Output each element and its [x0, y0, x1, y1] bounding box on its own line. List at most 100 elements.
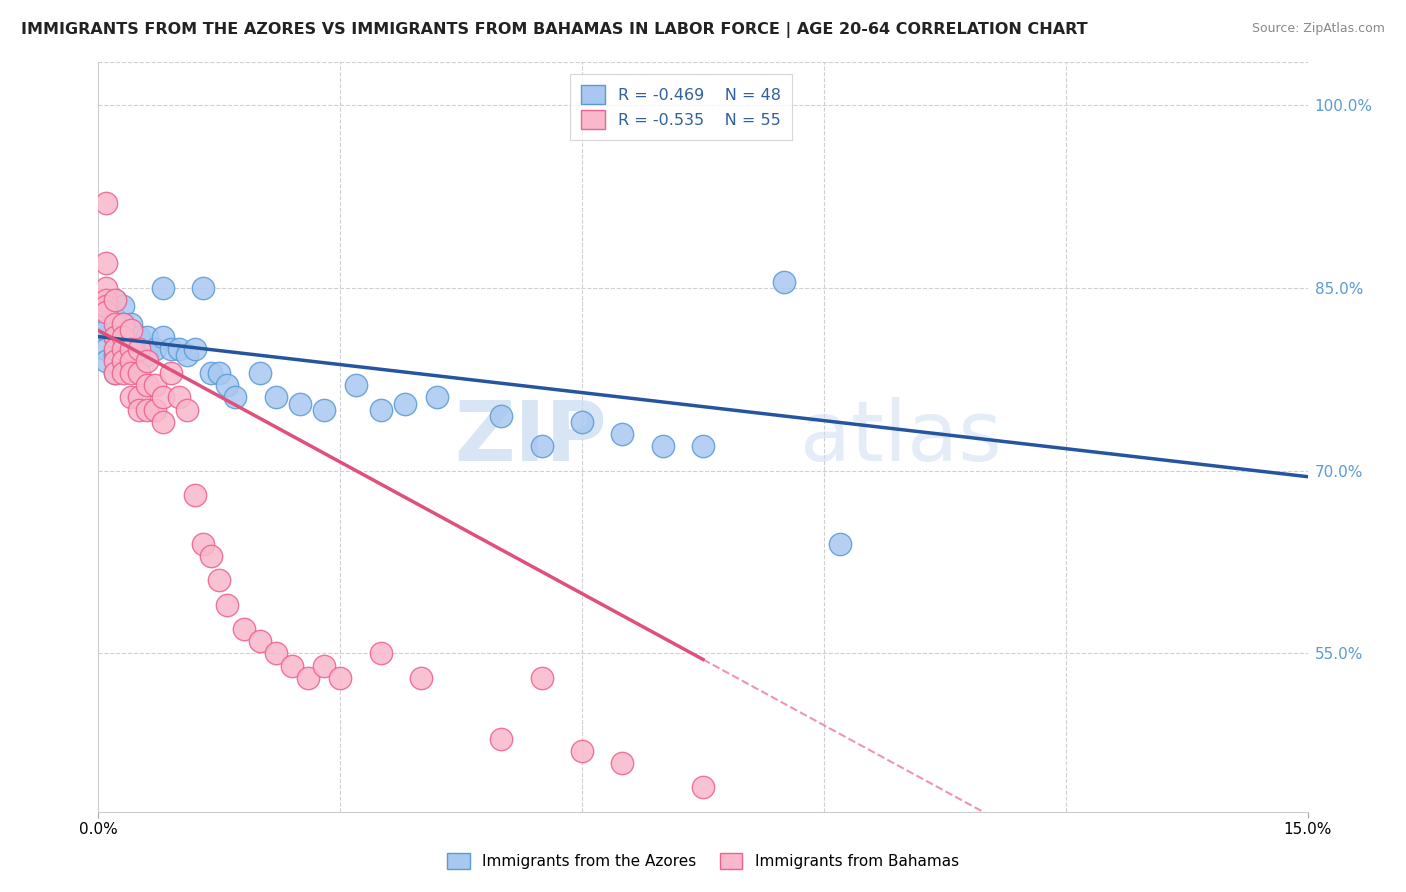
Point	[571, 415, 593, 429]
Point	[692, 780, 714, 795]
Point	[143, 342, 166, 356]
Point	[828, 537, 851, 551]
Point	[612, 756, 634, 770]
Point	[288, 396, 311, 410]
Point	[111, 335, 134, 350]
Point	[208, 573, 231, 587]
Point	[128, 402, 150, 417]
Point	[314, 658, 336, 673]
Point	[96, 256, 118, 270]
Point	[103, 342, 125, 356]
Point	[264, 646, 287, 660]
Point	[103, 354, 125, 368]
Point	[120, 366, 142, 380]
Point	[651, 439, 673, 453]
Point	[103, 329, 125, 343]
Point	[344, 378, 367, 392]
Point	[135, 348, 157, 362]
Point	[111, 366, 134, 380]
Point	[120, 391, 142, 405]
Point	[409, 671, 432, 685]
Point	[167, 342, 190, 356]
Point	[120, 359, 142, 374]
Point	[314, 402, 336, 417]
Point	[249, 634, 271, 648]
Point	[571, 744, 593, 758]
Point	[128, 366, 150, 380]
Point	[217, 598, 239, 612]
Point	[96, 323, 118, 337]
Point	[103, 366, 125, 380]
Point	[103, 293, 125, 307]
Point	[152, 391, 174, 405]
Point	[491, 731, 513, 746]
Point	[264, 391, 287, 405]
Point	[96, 281, 118, 295]
Point	[111, 318, 134, 332]
Point	[167, 391, 190, 405]
Point	[103, 366, 125, 380]
Point	[96, 305, 118, 319]
Point	[96, 342, 118, 356]
Text: ZIP: ZIP	[454, 397, 606, 477]
Point	[176, 402, 198, 417]
Point	[184, 488, 207, 502]
Point	[120, 342, 142, 356]
Point	[426, 391, 449, 405]
Text: IMMIGRANTS FROM THE AZORES VS IMMIGRANTS FROM BAHAMAS IN LABOR FORCE | AGE 20-64: IMMIGRANTS FROM THE AZORES VS IMMIGRANTS…	[21, 22, 1088, 38]
Point	[103, 348, 125, 362]
Point	[135, 378, 157, 392]
Point	[394, 396, 416, 410]
Point	[111, 329, 134, 343]
Point	[128, 342, 150, 356]
Legend: Immigrants from the Azores, Immigrants from Bahamas: Immigrants from the Azores, Immigrants f…	[441, 847, 965, 875]
Point	[135, 354, 157, 368]
Point	[143, 402, 166, 417]
Point	[135, 329, 157, 343]
Point	[491, 409, 513, 423]
Point	[111, 318, 134, 332]
Point	[103, 311, 125, 326]
Point	[530, 439, 553, 453]
Point	[111, 354, 134, 368]
Point	[281, 658, 304, 673]
Point	[612, 427, 634, 442]
Point	[96, 293, 118, 307]
Point	[329, 671, 352, 685]
Point	[135, 402, 157, 417]
Point	[103, 329, 125, 343]
Legend: R = -0.469    N = 48, R = -0.535    N = 55: R = -0.469 N = 48, R = -0.535 N = 55	[569, 74, 792, 140]
Point	[152, 329, 174, 343]
Point	[152, 415, 174, 429]
Point	[200, 549, 222, 563]
Point	[217, 378, 239, 392]
Point	[152, 281, 174, 295]
Point	[111, 354, 134, 368]
Point	[103, 293, 125, 307]
Point	[200, 366, 222, 380]
Point	[249, 366, 271, 380]
Point	[160, 342, 183, 356]
Point	[193, 281, 215, 295]
Point	[120, 342, 142, 356]
Point	[128, 329, 150, 343]
Point	[370, 646, 392, 660]
Point	[96, 195, 118, 210]
Point	[184, 342, 207, 356]
Point	[176, 348, 198, 362]
Point	[111, 342, 134, 356]
Point	[96, 299, 118, 313]
Point	[120, 323, 142, 337]
Point	[772, 275, 794, 289]
Point	[692, 439, 714, 453]
Text: atlas: atlas	[800, 397, 1001, 477]
Point	[232, 622, 254, 636]
Point	[128, 342, 150, 356]
Point	[530, 671, 553, 685]
Point	[120, 318, 142, 332]
Point	[224, 391, 246, 405]
Point	[193, 537, 215, 551]
Point	[143, 378, 166, 392]
Point	[370, 402, 392, 417]
Point	[128, 391, 150, 405]
